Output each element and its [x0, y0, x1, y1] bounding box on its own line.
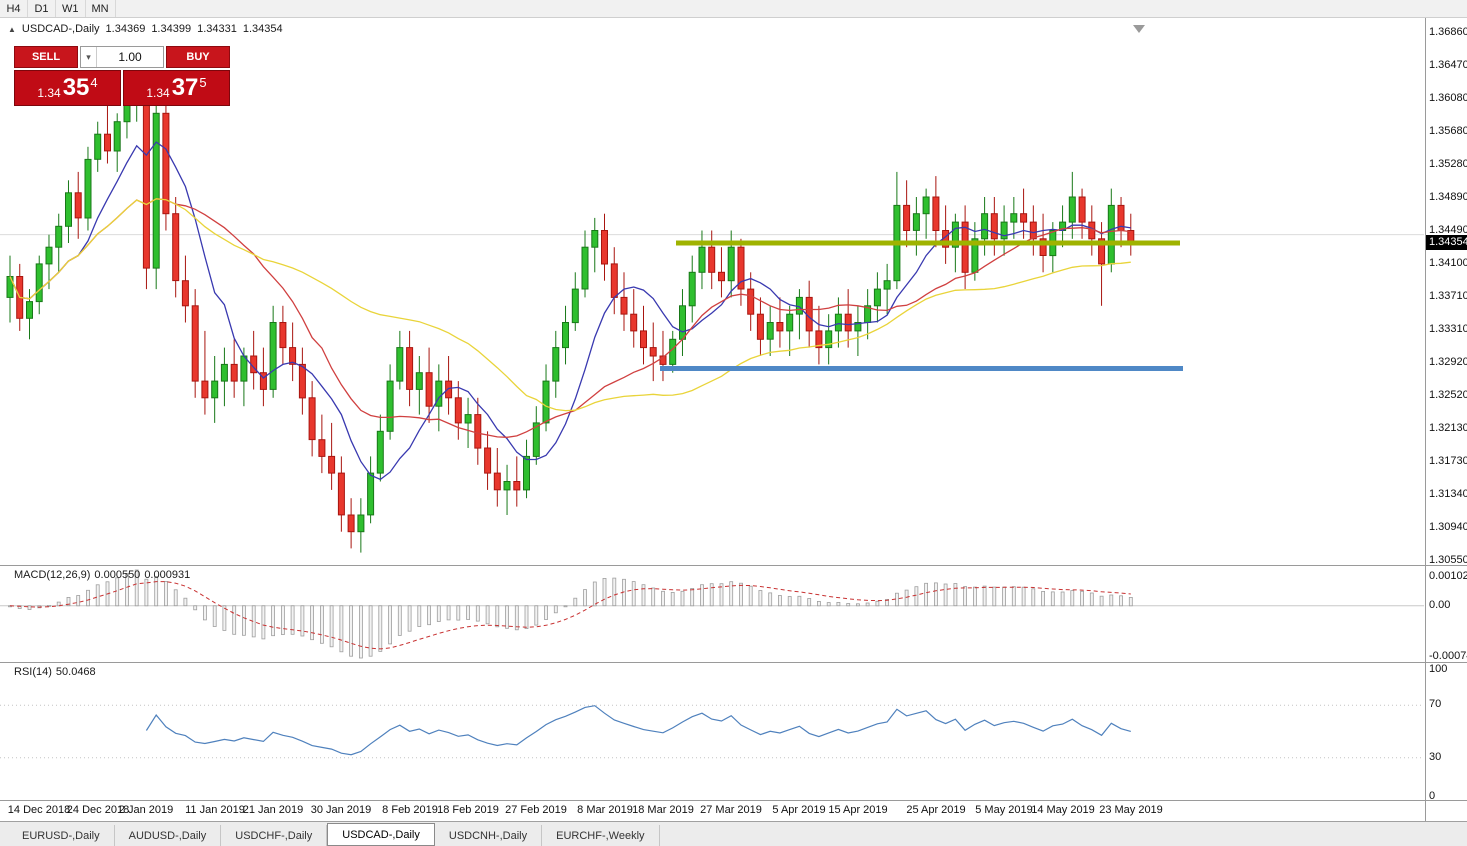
price-axis-label: 1.36860 — [1429, 26, 1467, 38]
volume-value: 1.00 — [118, 50, 142, 64]
macd-title: MACD(12,26,9) — [14, 569, 91, 581]
chart-symbol-title: USDCAD-,Daily — [21, 23, 100, 35]
ohlc-open: 1.34369 — [105, 23, 146, 35]
macd-value-signal: 0.000931 — [144, 569, 191, 581]
macd-axis-label: 0.00 — [1429, 598, 1451, 611]
time-axis-label: 21 Jan 2019 — [242, 804, 304, 816]
chart-shift-marker-icon[interactable] — [1133, 25, 1145, 33]
price-axis-label: 1.35680 — [1429, 125, 1467, 137]
price-axis-label: 1.33710 — [1429, 290, 1467, 302]
macd-axis-label: -0.0007475 — [1429, 650, 1467, 662]
price-axis-label: 1.31340 — [1429, 488, 1467, 500]
chart-ohlc-header: ▲ USDCAD-,Daily 1.34369 1.34399 1.34331 … — [8, 23, 283, 35]
sell-price-main: 35 — [62, 74, 90, 101]
volume-input[interactable]: ▾ 1.00 — [80, 46, 164, 68]
time-axis-label: 15 Apr 2019 — [828, 804, 888, 816]
panel-separator[interactable] — [0, 800, 1467, 801]
candlestick-series — [6, 79, 1135, 553]
price-axis-label: 1.32520 — [1429, 389, 1467, 401]
price-axis-label: 1.34490 — [1429, 224, 1467, 236]
price-axis-label: 1.34100 — [1429, 257, 1467, 269]
chart-tabs: EURUSD-,Daily AUDUSD-,Daily USDCHF-,Daily U… — [0, 821, 1467, 846]
time-axis-label: 18 Feb 2019 — [437, 804, 499, 816]
time-axis-label: 30 Jan 2019 — [310, 804, 372, 816]
rsi-title: RSI(14) — [14, 666, 52, 678]
timeframe-button-w1[interactable]: W1 — [56, 0, 86, 17]
tab-usdchf-daily[interactable]: USDCHF-,Daily — [221, 825, 328, 846]
time-axis-label: 5 May 2019 — [975, 804, 1033, 816]
timeframe-toolbar: H4 D1 W1 MN — [0, 0, 1467, 18]
timeframe-button-h4[interactable]: H4 — [0, 0, 28, 17]
time-axis-label: 5 Apr 2019 — [772, 804, 826, 816]
time-axis-label: 27 Feb 2019 — [505, 804, 567, 816]
price-axis-border — [1425, 18, 1426, 821]
macd-indicator-label: MACD(12,26,9) 0.000550 0.000931 — [14, 569, 194, 581]
time-axis-label: 11 Jan 2019 — [185, 804, 245, 816]
time-axis-label: 25 Apr 2019 — [906, 804, 966, 816]
price-axis-label: 1.32130 — [1429, 422, 1467, 434]
buy-price-main: 37 — [171, 74, 199, 101]
rsi-axis-label: 70 — [1429, 698, 1442, 711]
time-axis-label: 8 Feb 2019 — [382, 804, 438, 816]
sell-button[interactable]: SELL — [14, 46, 78, 68]
macd-value-main: 0.000550 — [94, 569, 141, 581]
tab-usdcnh-daily[interactable]: USDCNH-,Daily — [435, 825, 543, 846]
macd-histogram — [8, 569, 1133, 659]
price-axis-label: 1.32920 — [1429, 356, 1467, 368]
panel-separator[interactable] — [0, 565, 1467, 566]
time-axis-label: 8 Mar 2019 — [577, 804, 633, 816]
rsi-indicator-label: RSI(14) 50.0468 — [14, 666, 100, 678]
buy-price-prefix: 1.34 — [146, 86, 170, 100]
timeframe-button-mn[interactable]: MN — [86, 0, 116, 17]
buy-button[interactable]: BUY — [166, 46, 230, 68]
ma-line-40 — [9, 198, 1131, 412]
macd-axis-label: 0.0010229 — [1429, 570, 1467, 582]
time-axis-label: 18 Mar 2019 — [632, 804, 694, 816]
price-axis-label: 1.33310 — [1429, 323, 1467, 335]
sell-price-pip: 4 — [90, 75, 98, 90]
panel-separator[interactable] — [0, 662, 1467, 663]
ohlc-low: 1.34331 — [197, 23, 237, 35]
time-axis-label: 14 May 2019 — [1031, 804, 1095, 816]
tab-eurusd-daily[interactable]: EURUSD-,Daily — [8, 825, 115, 846]
one-click-trading-panel: SELL ▾ 1.00 BUY 1.34 35 4 1.34 37 5 — [14, 46, 230, 106]
buy-price-pip: 5 — [199, 75, 207, 90]
macd-signal-line — [9, 581, 1131, 650]
tab-eurchf-weekly[interactable]: EURCHF-,Weekly — [542, 825, 660, 846]
buy-price-display[interactable]: 1.34 37 5 — [123, 70, 230, 106]
rsi-axis-label: 100 — [1429, 663, 1448, 675]
price-axis-label: 1.36080 — [1429, 92, 1467, 104]
tab-usdcad-daily[interactable]: USDCAD-,Daily — [327, 823, 435, 846]
one-click-toggle-icon[interactable]: ▲ — [8, 24, 16, 34]
sell-price-prefix: 1.34 — [37, 86, 61, 100]
rsi-line — [145, 705, 1131, 756]
rsi-axis-label: 30 — [1429, 750, 1442, 763]
rsi-axis-label: 0 — [1429, 790, 1436, 802]
price-axis-label: 1.30940 — [1429, 521, 1467, 533]
rsi-value: 50.0468 — [55, 666, 96, 678]
price-axis-label: 1.30550 — [1429, 554, 1467, 566]
time-axis-label: 23 May 2019 — [1099, 804, 1163, 816]
time-axis-label: 2 Jan 2019 — [118, 804, 174, 816]
sell-price-display[interactable]: 1.34 35 4 — [14, 70, 121, 106]
volume-dropdown-icon[interactable]: ▾ — [81, 47, 97, 67]
ma-line-18 — [9, 198, 1131, 438]
time-axis-label: 27 Mar 2019 — [700, 804, 762, 816]
price-axis-label: 1.36470 — [1429, 59, 1467, 71]
time-axis-label: 24 Dec 2018 — [66, 804, 130, 816]
price-axis-label: 1.31730 — [1429, 455, 1467, 467]
ohlc-high: 1.34399 — [151, 23, 192, 35]
time-axis-label: 14 Dec 2018 — [7, 804, 71, 816]
price-axis-label: 1.35280 — [1429, 158, 1467, 170]
price-axis-label: 1.34890 — [1429, 191, 1467, 203]
current-price-badge: 1.34354 — [1426, 235, 1467, 250]
tab-audusd-daily[interactable]: AUDUSD-,Daily — [115, 825, 222, 846]
ma-line-8 — [9, 141, 1131, 481]
timeframe-button-d1[interactable]: D1 — [28, 0, 56, 17]
ohlc-close: 1.34354 — [242, 23, 283, 35]
